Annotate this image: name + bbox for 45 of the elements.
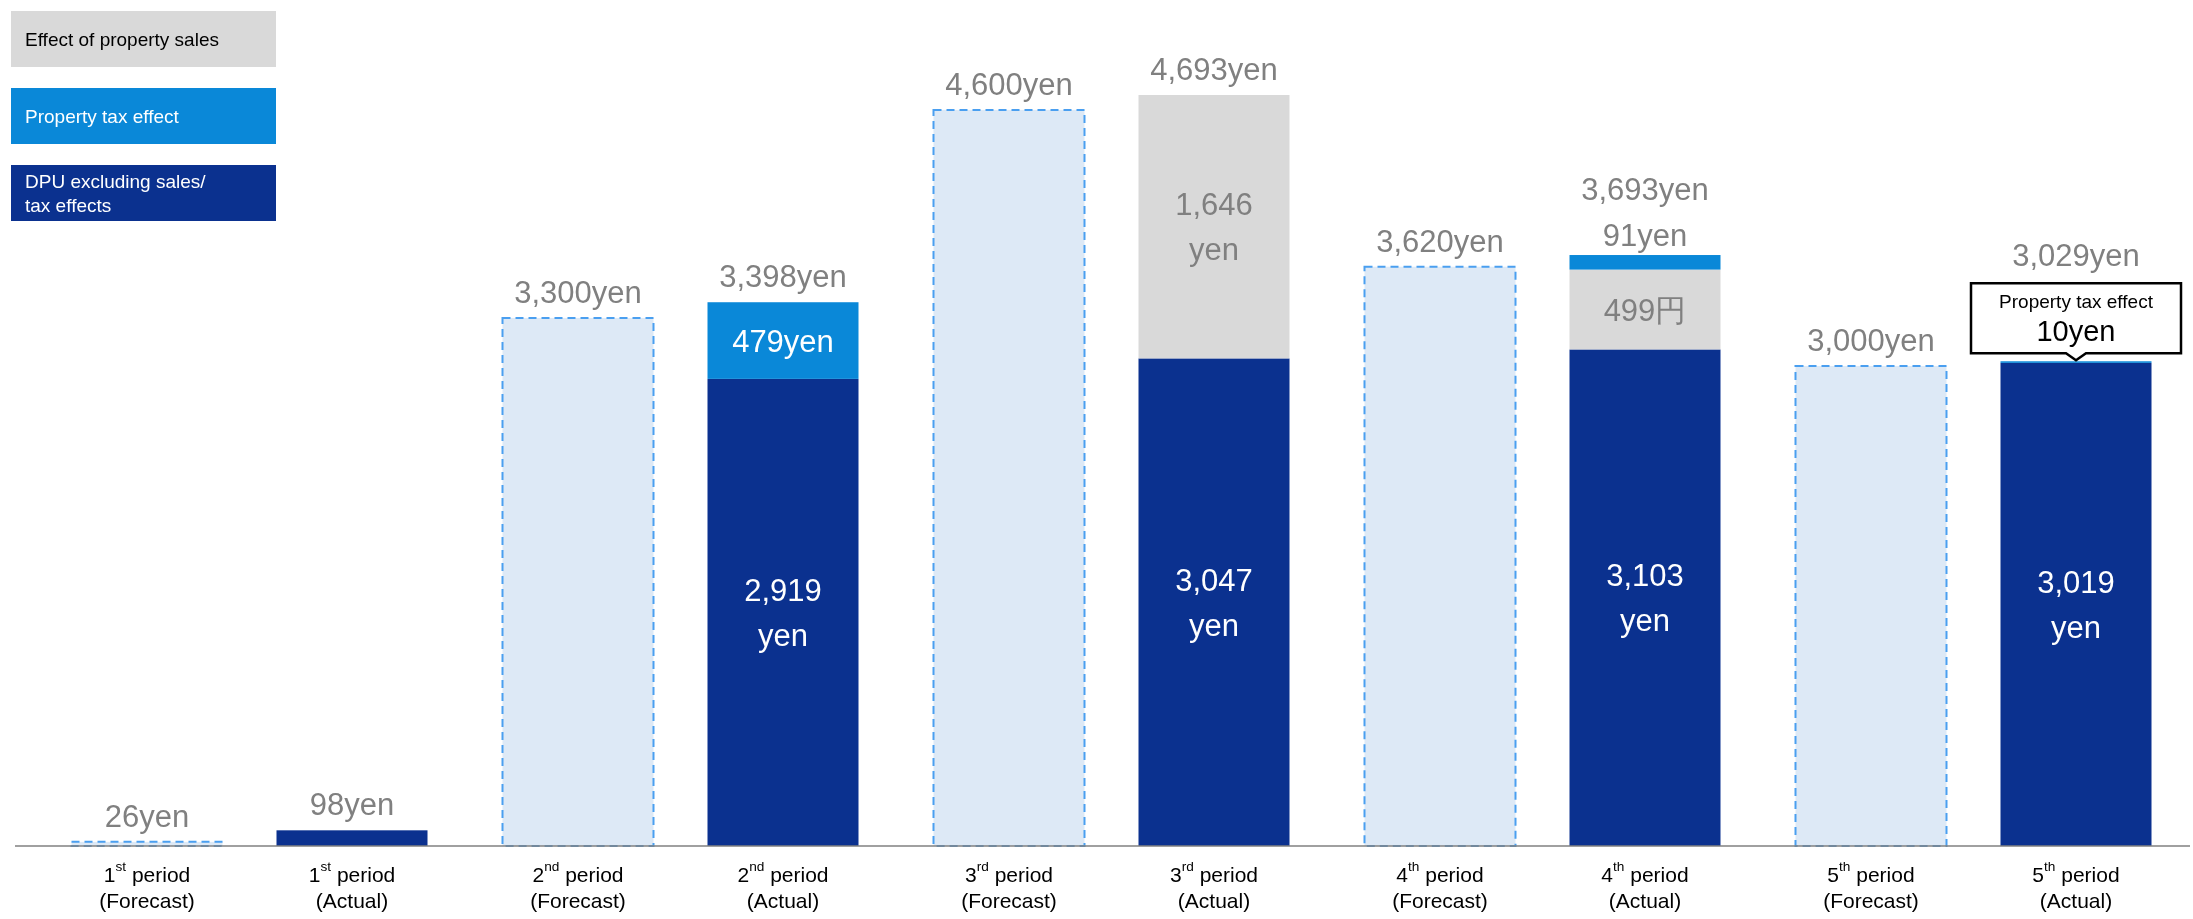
data-label: 3,019 yen [2037, 564, 2115, 645]
data-label: 3,620yen [1376, 223, 1504, 259]
data-label: 3,047 yen [1175, 562, 1253, 643]
x-tick-label: 5$^{th}$ period (Actual) [2032, 858, 2120, 912]
text: Property tax effect [25, 105, 180, 127]
bar [1794, 364, 1948, 847]
data-label: 479yen [732, 323, 834, 359]
bar [932, 108, 1086, 847]
data-label: 1,646 yen [1175, 186, 1253, 267]
bar [276, 830, 428, 846]
x-tick-label: 3$^{rd}$ period (Forecast) [961, 858, 1057, 912]
total-label: 3,693yen [1581, 171, 1709, 207]
data-label: 4,600yen [945, 66, 1073, 102]
data-label: 2,919 yen [744, 572, 822, 653]
data-label: 91yen [1602, 217, 1688, 253]
data-label: 3,300yen [514, 274, 642, 310]
x-tick-label: 1$^{st}$ period (Forecast) [99, 858, 195, 912]
bar [1569, 255, 1721, 270]
bar [707, 302, 859, 379]
total-label: 3,398yen [719, 258, 847, 294]
bar [1569, 349, 1721, 846]
data-label: 499円 [1603, 292, 1687, 328]
total-label: 4,693yen [1150, 51, 1278, 87]
bar [1569, 269, 1721, 350]
x-tick-label: 4$^{th}$ period (Forecast) [1392, 858, 1488, 912]
x-tick-label: 2$^{nd}$ period (Actual) [737, 858, 829, 912]
annotation: Property tax effect [1999, 290, 2154, 312]
bar [707, 378, 859, 846]
data-label: 10yen [2036, 315, 2116, 348]
x-tick-label: 5$^{th}$ period (Forecast) [1823, 858, 1919, 912]
x-tick-label: 1$^{st}$ period (Actual) [308, 858, 396, 912]
text: DPU excluding sales/ tax effects [25, 170, 207, 216]
bar [1138, 358, 1290, 846]
data-label: 3,103 yen [1606, 557, 1684, 638]
bar [501, 316, 655, 847]
total-label: 3,029yen [2012, 237, 2140, 273]
x-tick-label: 2$^{nd}$ period (Forecast) [530, 858, 626, 912]
bar [1363, 265, 1517, 847]
x-tick-label: 4$^{th}$ period (Actual) [1601, 858, 1689, 912]
total-label: 98yen [309, 786, 395, 822]
data-label: 26yen [104, 798, 190, 834]
x-tick-label: 3$^{rd}$ period (Actual) [1169, 858, 1259, 912]
data-label: 3,000yen [1807, 322, 1935, 358]
bar [1138, 95, 1290, 359]
text: Effect of property sales [25, 28, 219, 50]
